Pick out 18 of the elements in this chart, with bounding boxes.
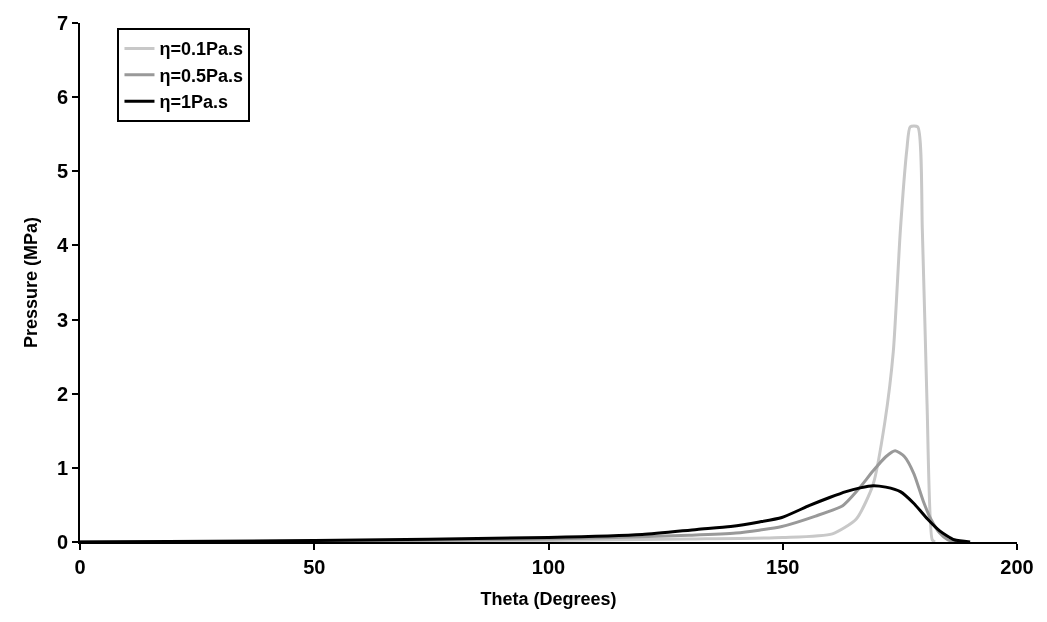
y-tick-label: 2 bbox=[56, 382, 68, 405]
y-tick-label: 5 bbox=[56, 160, 68, 183]
y-tick-label: 4 bbox=[56, 234, 69, 257]
y-tick-label: 3 bbox=[56, 308, 68, 331]
x-tick-label: 150 bbox=[766, 556, 800, 578]
y-tick-label: 1 bbox=[56, 456, 68, 479]
x-tick-label: 50 bbox=[303, 556, 326, 578]
legend-label: η=0.5Pa.s bbox=[159, 65, 244, 86]
legend-label: η=1Pa.s bbox=[159, 92, 229, 113]
y-tick-label: 6 bbox=[56, 86, 68, 109]
x-tick-label: 100 bbox=[531, 556, 566, 578]
x-tick-label: 200 bbox=[1000, 556, 1034, 578]
x-tick-label: 0 bbox=[74, 556, 86, 578]
y-tick-label: 0 bbox=[56, 531, 68, 553]
y-tick-label: 7 bbox=[56, 12, 68, 34]
y-axis-title: Pressure (MPa) bbox=[20, 216, 41, 349]
x-axis-title: Theta (Degrees) bbox=[480, 588, 617, 609]
legend-label: η=0.1Pa.s bbox=[159, 39, 244, 60]
